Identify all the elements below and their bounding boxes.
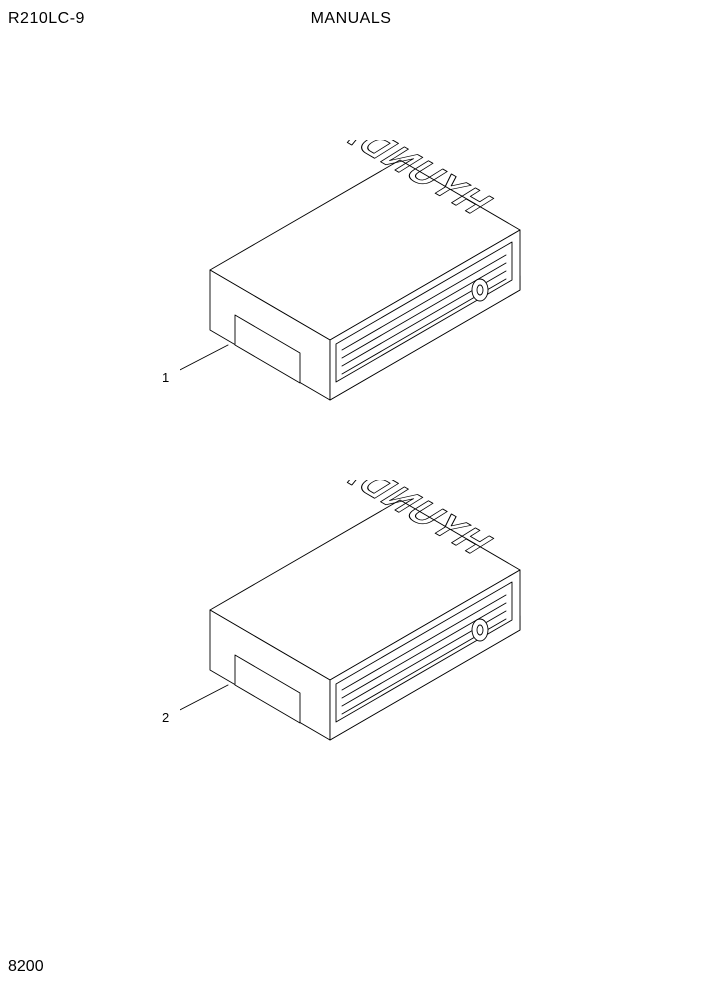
callout-number: 2 xyxy=(162,710,169,725)
binder-item: HYUNDAI 1 xyxy=(180,140,540,440)
diagram-area: HYUNDAI 1 xyxy=(0,140,702,860)
binder-icon: HYUNDAI xyxy=(180,480,540,780)
page-root: R210LC-9 MANUALS 8200 xyxy=(0,0,702,992)
binder-item: HYUNDAI 2 xyxy=(180,480,540,780)
binder-icon: HYUNDAI xyxy=(180,140,540,440)
callout-number: 1 xyxy=(162,370,169,385)
footer-page-code: 8200 xyxy=(8,958,44,976)
header-title: MANUALS xyxy=(0,10,702,28)
